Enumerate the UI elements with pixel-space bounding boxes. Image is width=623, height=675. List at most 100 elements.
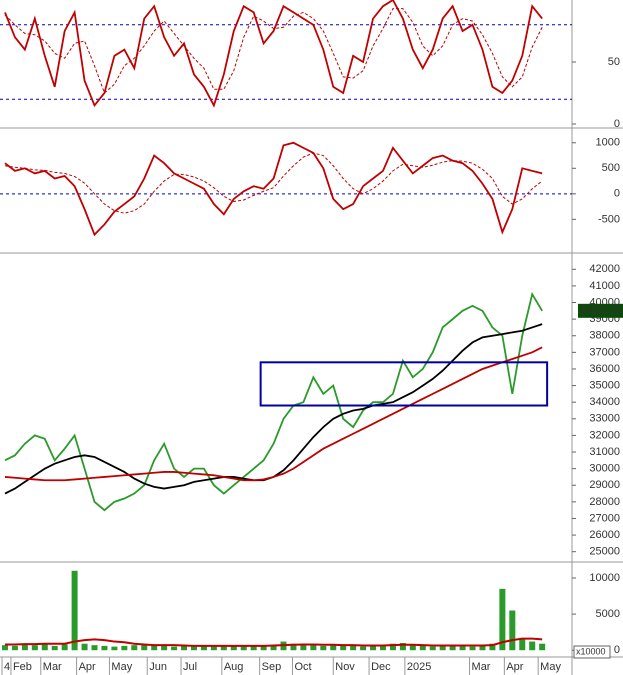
volume-bar (210, 646, 217, 651)
x-tick-label: 2025 (407, 661, 431, 673)
x-tick-label: Apr (79, 661, 96, 673)
volume-bar (409, 645, 416, 651)
volume-bar (171, 646, 178, 651)
volume-bar (21, 644, 28, 651)
y-tick-label: 30000 (589, 463, 620, 475)
y-tick-label: 41000 (589, 280, 620, 292)
volume-bar (330, 644, 337, 651)
volume-bar (519, 639, 526, 651)
y-tick-label: 38000 (589, 330, 620, 342)
volume-bar (230, 645, 237, 651)
y-tick-label: 50 (608, 56, 620, 68)
volume-bar (499, 588, 506, 651)
x-tick-label: Mar (472, 661, 491, 673)
volume-bar (489, 643, 496, 651)
y-tick-label: -500 (598, 213, 620, 225)
x-tick-label: May (540, 661, 561, 673)
x-tick-label: Feb (13, 661, 32, 673)
y-tick-label: 27000 (589, 512, 620, 524)
volume-bar (81, 643, 88, 651)
volume-bar (270, 645, 277, 651)
volume-bar (71, 570, 78, 651)
y-tick-label: 36000 (589, 363, 620, 375)
y-tick-label: 28000 (589, 496, 620, 508)
volume-bar (429, 646, 436, 651)
y-tick-label: 32000 (589, 429, 620, 441)
volume-bar (509, 610, 516, 651)
y-tick-label: 5000 (596, 608, 620, 620)
series-line (4, 152, 543, 214)
volume-bar (419, 645, 426, 651)
volume-bar (340, 645, 347, 651)
y-tick-label: 25000 (589, 546, 620, 558)
volume-bar (111, 646, 118, 651)
y-tick-label: 29000 (589, 479, 620, 491)
x-tick-label: Mar (43, 661, 62, 673)
series-line (4, 346, 543, 482)
volume-bar (320, 645, 327, 651)
y-tick-label: 33000 (589, 413, 620, 425)
y-tick-label: 1000 (596, 137, 620, 149)
volume-bar (61, 644, 68, 651)
volume-bar (389, 643, 396, 651)
unit-box (573, 645, 611, 659)
volume-bar (1, 645, 8, 651)
y-tick-label: 42000 (589, 263, 620, 275)
volume-bar (469, 646, 476, 651)
volume-bar (350, 645, 357, 651)
unit-label: x10000 (576, 646, 606, 656)
volume-bar (31, 645, 38, 651)
volume-bar (539, 643, 546, 651)
volume-bar (310, 645, 317, 651)
x-tick-label: Jul (183, 661, 197, 673)
series-line (4, 0, 543, 108)
series-line (4, 8, 543, 94)
volume-bar (529, 641, 536, 651)
volume-bar (220, 645, 227, 651)
y-tick-label: 34000 (589, 396, 620, 408)
volume-bar (41, 643, 48, 651)
y-tick-label: 500 (602, 162, 620, 174)
volume-bar (300, 644, 307, 651)
volume-bar (121, 645, 128, 651)
y-tick-label: 10000 (589, 572, 620, 584)
volume-bar (101, 645, 108, 651)
y-tick-label: 26000 (589, 529, 620, 541)
x-tick-label: Nov (335, 661, 355, 673)
volume-bar (181, 645, 188, 651)
volume-bar (260, 645, 267, 651)
x-tick-label: Sep (262, 661, 282, 673)
last-price-label: 39500.00 (580, 305, 622, 316)
x-tick-label: Dec (371, 661, 391, 673)
volume-bar (131, 645, 138, 651)
volume-bar (379, 645, 386, 651)
y-tick-label: 0 (614, 118, 620, 130)
volume-bar (91, 645, 98, 651)
y-tick-label: 35000 (589, 379, 620, 391)
volume-bar (11, 645, 18, 651)
volume-bar (240, 646, 247, 651)
volume-bar (370, 645, 377, 651)
x-tick-label: 4 (4, 661, 10, 673)
series-line (4, 291, 543, 512)
volume-bar (161, 645, 168, 651)
last-price-box (578, 303, 623, 318)
highlight-box (259, 361, 549, 407)
volume-bar (250, 645, 257, 651)
volume-bar (399, 643, 406, 651)
volume-bar (151, 645, 158, 651)
volume-bar (439, 645, 446, 651)
volume-bar (459, 645, 466, 651)
y-tick-label: 0 (614, 188, 620, 200)
volume-bar (190, 646, 197, 651)
volume-bar (479, 645, 486, 651)
x-tick-label: Jun (149, 661, 167, 673)
y-tick-label: 31000 (589, 446, 620, 458)
volume-bar (360, 646, 367, 651)
volume-bar (200, 645, 207, 651)
series-line (4, 141, 543, 237)
x-tick-label: Aug (224, 661, 244, 673)
volume-bar (51, 645, 58, 651)
x-tick-label: May (111, 661, 132, 673)
